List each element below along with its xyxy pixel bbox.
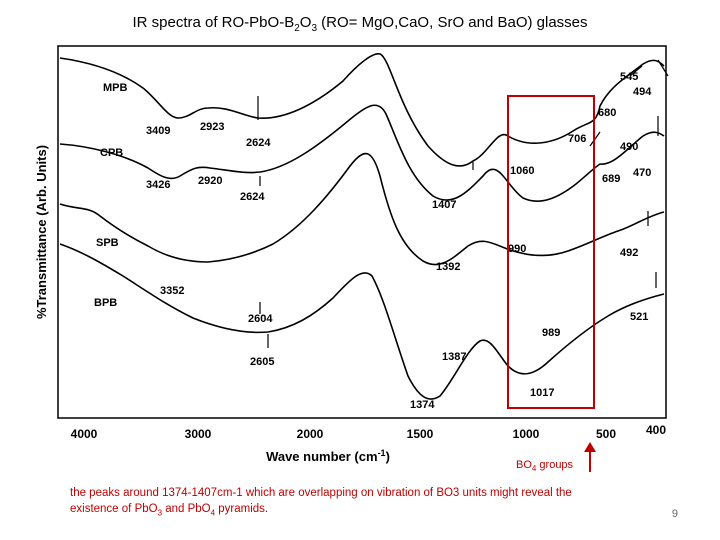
x-tick-label: 400 [646,423,666,437]
ir-spectra-figure: %Transmittance (Arb. Units) MPB CPB SPB … [34,45,669,473]
plot-frame [57,45,667,419]
x-tick-label: 1000 [513,427,540,441]
series-label-mpb: MPB [103,82,128,94]
peak-label: 494 [633,86,652,98]
bo4-highlight-box [507,95,595,409]
bo4-arrow-icon [584,442,596,472]
x-tick-label: 4000 [71,427,98,441]
bo4-groups-label: BO4 groups [516,459,574,473]
spectrum-bpb [59,243,665,400]
peak-label: 2624 [240,191,265,203]
peak-label: 1392 [436,261,460,273]
x-axis-label: Wave number (cm-1) [266,448,390,464]
peak-label: 1374 [410,399,435,411]
peak-label: 492 [620,247,638,259]
x-tick-label: 1500 [407,427,434,441]
series-label-spb: SPB [96,237,119,249]
peak-label: 521 [630,311,648,323]
peak-label: 470 [633,167,651,179]
x-tick-label: 3000 [185,427,212,441]
peak-label: 2605 [250,356,274,368]
spectrum-mpb [59,53,665,167]
series-label-bpb: BPB [94,297,117,309]
peak-label: 2920 [198,175,222,187]
series-label-cpb: CPB [100,147,123,159]
peak-label: 2604 [248,313,273,325]
peak-label: 1017 [530,387,554,399]
peak-label: 3409 [146,125,170,137]
slide-title: IR spectra of RO-PbO-B2O3 (RO= MgO,CaO, … [132,14,588,34]
peak-arrows [257,59,669,348]
peak-label: 1387 [442,351,466,363]
page-number: 9 [671,508,678,520]
peak-label: 680 [598,107,616,119]
peak-label: 2923 [200,121,224,133]
x-tick-label: 2000 [297,427,324,441]
x-tick-label: 500 [596,427,616,441]
y-axis-label: %Transmittance (Arb. Units) [34,145,49,319]
peak-label: 545 [620,71,638,83]
peak-label: 1407 [432,199,456,211]
peak-label: 1060 [510,165,534,177]
peak-label: 689 [602,173,620,185]
peak-label: 2624 [246,137,271,149]
slide-caption: the peaks around 1374-1407cm-1 which are… [70,487,572,518]
peak-label: 990 [508,243,526,255]
peak-label: 706 [568,133,586,145]
peak-label: 490 [620,141,638,153]
peak-label: 3426 [146,179,170,191]
peak-label: 3352 [160,285,184,297]
peak-label: 989 [542,327,560,339]
spectrum-spb [59,152,665,266]
